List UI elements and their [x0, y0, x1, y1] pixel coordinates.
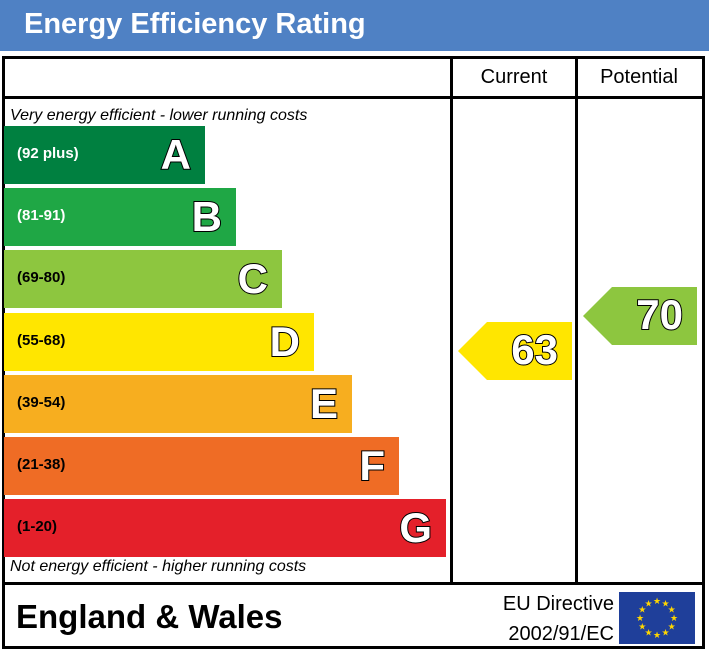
efficient-note: Very energy efficient - lower running co… [10, 107, 308, 124]
band-range: (39-54) [17, 394, 66, 411]
eu-star-icon: ★ [670, 613, 678, 623]
eu-flag-icon: ★ ★ ★ ★ ★ ★ ★ ★ ★ ★ ★ ★ [619, 592, 695, 644]
current-rating-arrow: 63 [458, 322, 572, 380]
band-e: (39-54) E [4, 375, 352, 433]
band-range: (81-91) [17, 207, 66, 224]
band-letter: F [358, 441, 386, 490]
frame-bottom [2, 646, 705, 649]
page-title: Energy Efficiency Rating [24, 8, 366, 40]
current-column-header: Current [480, 66, 548, 88]
band-f: (21-38) F [4, 437, 399, 495]
current-arrow-shape [458, 322, 572, 380]
footer-divider [2, 582, 705, 585]
band-range: (92 plus) [17, 145, 79, 162]
eu-star-icon: ★ [661, 628, 669, 638]
eu-star-icon: ★ [668, 605, 676, 615]
directive-label: EU Directive [502, 593, 614, 615]
band-range: (1-20) [17, 518, 58, 535]
potential-rating-value: 70 [635, 290, 684, 339]
eu-star-icon: ★ [653, 630, 661, 640]
eu-star-icon: ★ [644, 598, 652, 608]
potential-arrow-shape [583, 287, 697, 345]
band-range: (55-68) [17, 332, 66, 349]
current-rating-value: 63 [510, 325, 559, 374]
column-divider-2 [575, 56, 578, 585]
potential-column-header: Potential [600, 66, 678, 88]
band-letter: D [269, 317, 301, 366]
eu-star-icon: ★ [661, 598, 669, 608]
band-letter: C [237, 254, 269, 303]
band-letter: G [398, 503, 433, 552]
column-divider-1 [450, 56, 453, 585]
directive-number: 2002/91/EC [508, 623, 614, 645]
band-range: (69-80) [17, 269, 66, 286]
eu-star-icon: ★ [636, 613, 644, 623]
eu-star-icon: ★ [653, 596, 661, 606]
frame-right [702, 56, 705, 649]
band-d: (55-68) D [4, 313, 314, 371]
band-b: (81-91) B [4, 188, 236, 246]
region-label: England & Wales [16, 598, 283, 635]
band-g: (1-20) G [4, 499, 446, 557]
eu-star-icon: ★ [638, 622, 646, 632]
eu-star-icon: ★ [668, 622, 676, 632]
eu-star-icon: ★ [644, 628, 652, 638]
band-a: (92 plus) A [4, 126, 205, 184]
eu-star-icon: ★ [638, 605, 646, 615]
band-letter: E [309, 379, 339, 428]
header-divider [2, 96, 705, 99]
frame-left [2, 56, 5, 649]
potential-rating-arrow: 70 [583, 287, 697, 345]
band-c: (69-80) C [4, 250, 282, 308]
inefficient-note: Not energy efficient - higher running co… [10, 558, 307, 575]
band-range: (21-38) [17, 456, 66, 473]
frame-top [2, 56, 705, 59]
band-letter: A [160, 130, 192, 179]
header-bar [0, 0, 709, 51]
band-letter: B [191, 192, 223, 241]
